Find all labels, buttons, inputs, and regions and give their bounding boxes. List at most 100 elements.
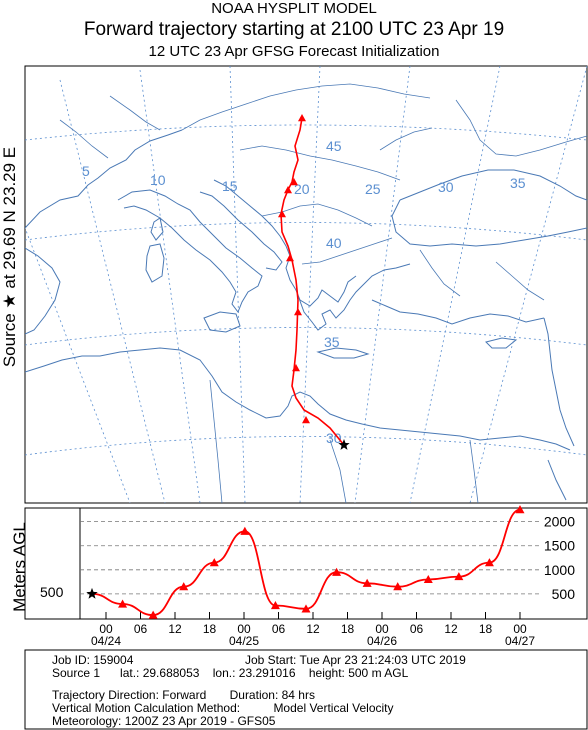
coastline-black-sea [391, 169, 587, 247]
trajectory-marker [302, 416, 310, 424]
coastline-corsica [150, 217, 164, 241]
longitude-label: 20 [294, 181, 310, 197]
forecast-subtitle: 12 UTC 23 Apr GFSG Forecast Initializati… [148, 43, 440, 60]
coastlines [25, 83, 587, 503]
coastline-italy [117, 189, 263, 314]
job-id: Job ID: 159004 [52, 653, 134, 667]
trajectory-marker [284, 186, 292, 194]
altitude-y-tick-label: 2000 [544, 514, 575, 530]
coastline-balkans [213, 179, 357, 307]
coastline-crete [316, 347, 370, 359]
trajectory-map [278, 114, 350, 450]
altitude-point [240, 526, 250, 535]
altitude-point [301, 604, 311, 613]
latitude-label: 30 [326, 430, 342, 446]
altitude-y-tick-label: 1500 [544, 538, 575, 554]
country-borders [59, 83, 587, 503]
x-tick-label: 06 [410, 622, 424, 636]
parallel-line [25, 124, 587, 141]
vertical-motion-method: Vertical Motion Calculation Method: Mode… [52, 701, 394, 715]
longitude-labels: 5 10 15 20 25 30 35 [82, 163, 526, 197]
altitude-point [332, 567, 342, 576]
altitude-point [423, 574, 433, 584]
altitude-panel: 2000 1500 1000 500 00 06 12 18 00 06 12 18 00 06 12 18… [24, 505, 588, 648]
coastline-france [25, 129, 183, 229]
x-tick-label: 18 [341, 622, 355, 636]
source-height-label: 500 [40, 584, 64, 600]
altitude-point [393, 582, 403, 591]
coastline-levant [543, 317, 575, 447]
altitude-point [515, 505, 525, 514]
coastline-red-sea [547, 459, 567, 501]
meridian-line [469, 66, 587, 503]
x-tick-label: 00 [513, 622, 527, 636]
altitude-y-tick-label: 1000 [544, 562, 575, 578]
altitude-frame [79, 507, 588, 620]
meridian-line [409, 66, 501, 503]
graticule [25, 66, 587, 503]
coastline-cyprus [485, 337, 518, 349]
longitude-label: 5 [82, 163, 90, 179]
x-tick-label: 18 [203, 622, 217, 636]
job-start: Job Start: Tue Apr 23 21:24:03 UTC 2019 [245, 653, 466, 667]
altitude-point [484, 558, 494, 567]
latitude-label: 35 [324, 334, 340, 350]
map-panel: 5 10 15 20 25 30 35 45 40 35 30 [24, 65, 588, 504]
x-tick-label: 06 [134, 622, 148, 636]
longitude-label: 30 [438, 179, 454, 195]
x-tick-label: 06 [272, 622, 286, 636]
trajectory-marker [294, 308, 302, 316]
trajectory-marker [278, 210, 286, 218]
x-tick-label: 00 [375, 622, 389, 636]
model-title: NOAA HYSPLIT MODEL [211, 0, 377, 17]
date-label: 04/25 [229, 634, 259, 648]
trajectory-marker [286, 254, 294, 262]
source-info: Source 1 lat.: 29.688053 lon.: 23.291016… [52, 666, 409, 680]
trajectory-direction: Trajectory Direction: Forward Duration: … [52, 688, 315, 702]
longitude-label: 25 [365, 181, 381, 197]
x-tick-label: 00 [99, 622, 113, 636]
altitude-left-box [24, 507, 81, 620]
map-frame [24, 65, 588, 504]
source-star [338, 439, 350, 450]
coastline-sicily [203, 311, 241, 333]
altitude-point [209, 558, 219, 567]
longitude-label: 15 [222, 178, 238, 194]
meridian-line [25, 226, 131, 503]
x-tick-label: 12 [306, 622, 320, 636]
meridian-line [354, 66, 411, 503]
date-label: 04/27 [505, 634, 535, 648]
trajectory-marker [290, 178, 298, 186]
altitude-point [179, 582, 189, 591]
info-box [24, 649, 588, 730]
altitude-start-star [86, 587, 98, 599]
coastline-turkey [371, 299, 545, 325]
coastline-greece [295, 263, 411, 331]
altitude-y-tick-label: 500 [552, 586, 576, 602]
latitude-labels: 45 40 35 30 [324, 138, 342, 446]
longitude-label: 35 [510, 175, 526, 191]
trajectory-marker [292, 364, 300, 372]
x-tick-label: 12 [168, 622, 182, 636]
x-tick-label: 00 [237, 622, 251, 636]
date-label: 04/24 [91, 634, 121, 648]
latitude-label: 40 [326, 235, 342, 251]
coastline-iberia [25, 247, 61, 335]
meteorology: Meteorology: 1200Z 23 Apr 2019 - GFS05 [52, 714, 276, 728]
coastline-north-africa [25, 347, 571, 451]
date-label: 04/26 [367, 634, 397, 648]
coastline-sardinia [145, 243, 165, 283]
altitude-point [118, 599, 128, 608]
coastline-italy-adriatic [199, 191, 283, 271]
longitude-label: 10 [150, 172, 166, 188]
altitude-point [270, 600, 280, 610]
trajectory-title: Forward trajectory starting at 2100 UTC … [83, 19, 505, 40]
altitude-point [148, 610, 158, 619]
altitude-y-tick-labels: 2000 1500 1000 500 [544, 514, 575, 602]
altitude-point [454, 572, 464, 581]
x-tick-label: 18 [479, 622, 493, 636]
altitude-series [86, 505, 525, 619]
trajectory-marker [298, 114, 306, 122]
